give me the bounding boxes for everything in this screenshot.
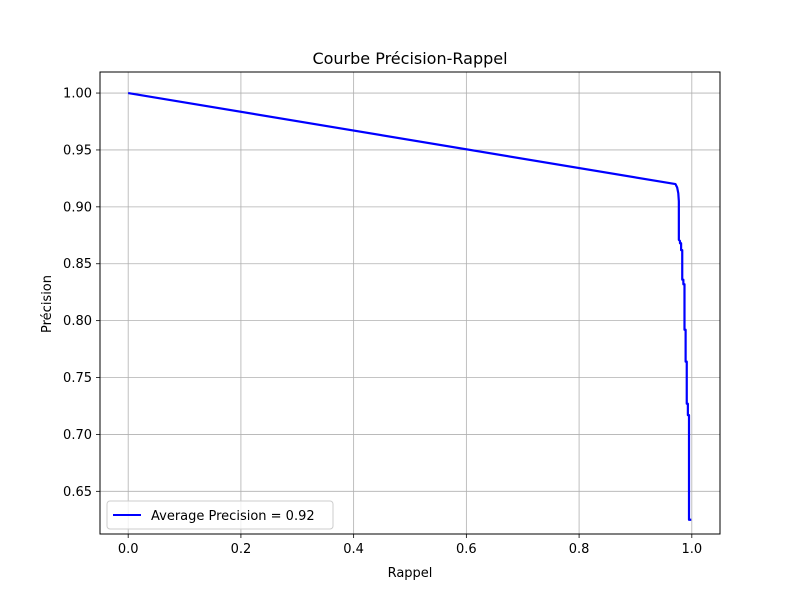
y-tick-label: 0.85 [63,257,92,272]
x-axis-title: Rappel [388,566,433,581]
pr-curve-line [127,91,692,521]
x-tick-label: 0.2 [231,542,252,557]
legend-box [106,500,334,530]
legend-label: Average Precision = 0.92 [151,509,315,524]
x-axis-ticks: 0.0 0.2 0.4 0.6 0.8 1.0 [118,534,702,557]
x-tick-label: 0.0 [118,542,139,557]
y-tick-label: 0.80 [63,314,92,329]
x-tick-label: 0.6 [456,542,477,557]
y-axis-title: Précision [40,275,55,333]
y-tick-label: 1.00 [63,87,92,102]
y-tick-label: 0.75 [63,371,92,386]
chart-title: Courbe Précision-Rappel [312,49,507,68]
y-tick-label: 0.95 [63,143,92,158]
x-tick-label: 0.8 [569,542,590,557]
y-tick-label: 0.70 [63,428,92,443]
y-tick-label: 0.65 [63,485,92,500]
y-axis-ticks: 0.65 0.70 0.75 0.80 0.85 0.90 0.95 1.00 [63,87,100,500]
grid [100,72,720,534]
series-layer [127,91,692,521]
x-tick-label: 1.0 [681,542,702,557]
y-tick-label: 0.90 [63,200,92,215]
legend: Average Precision = 0.92 [106,500,334,530]
plot-frame [99,71,721,535]
x-tick-label: 0.4 [343,542,364,557]
